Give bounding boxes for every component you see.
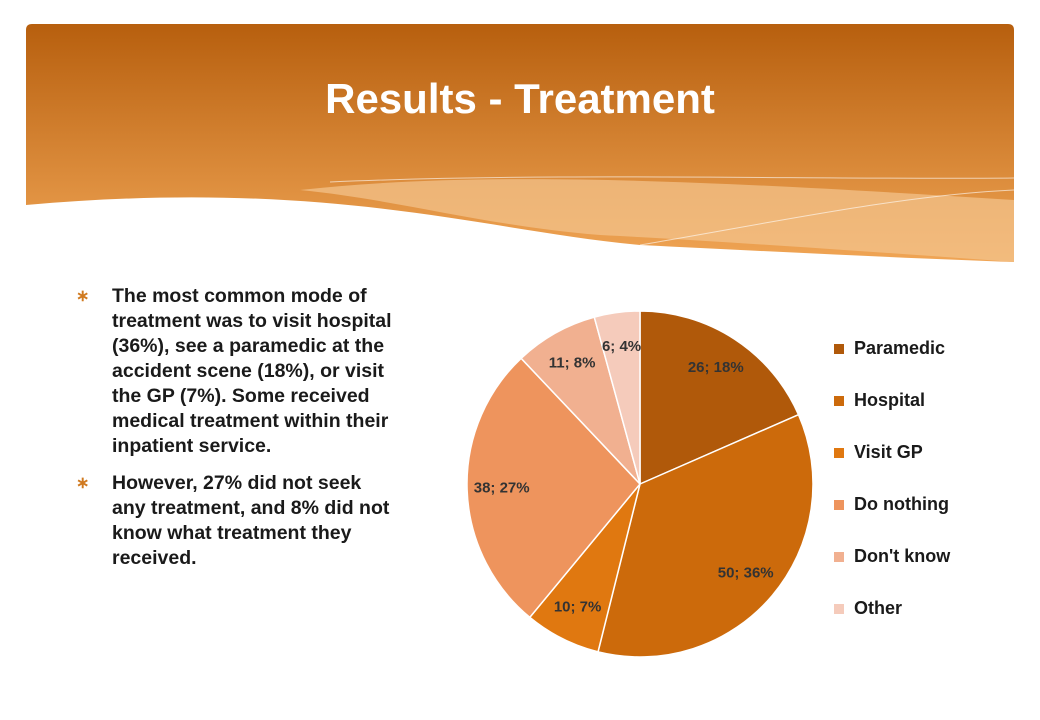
data-label: 38; 27% (474, 480, 530, 497)
legend-swatch (834, 344, 844, 354)
header-wave (300, 179, 1014, 262)
pie-slice (639, 310, 800, 486)
pie-slice (466, 357, 642, 619)
data-label: 6; 4% (602, 338, 641, 355)
legend-label: Paramedic (854, 338, 945, 358)
legend-label: Don't know (854, 546, 951, 566)
legend-label: Hospital (854, 390, 925, 410)
legend-swatch (834, 604, 844, 614)
legend-swatch (834, 500, 844, 510)
bullet-list: The most common mode of treatment was to… (76, 284, 394, 583)
data-label: 11; 8% (549, 354, 596, 371)
data-label: 10; 7% (554, 598, 602, 615)
header-wave-line (329, 176, 1015, 246)
data-label: 26; 18% (688, 359, 744, 376)
bullet: The most common mode of treatment was to… (76, 284, 394, 459)
bullet: However, 27% did not seek any treatment,… (76, 471, 394, 571)
legend-swatch (834, 396, 844, 406)
slide-title: Results - Treatment (325, 75, 715, 122)
pie-slice (597, 413, 814, 658)
legend-swatch (834, 552, 844, 562)
pie-slice (593, 310, 641, 485)
data-label: 50; 36% (718, 564, 774, 581)
legend-label: Visit GP (854, 442, 923, 462)
legend-label: Do nothing (854, 494, 949, 514)
legend-swatch (834, 448, 844, 458)
legend-label: Other (854, 598, 902, 618)
